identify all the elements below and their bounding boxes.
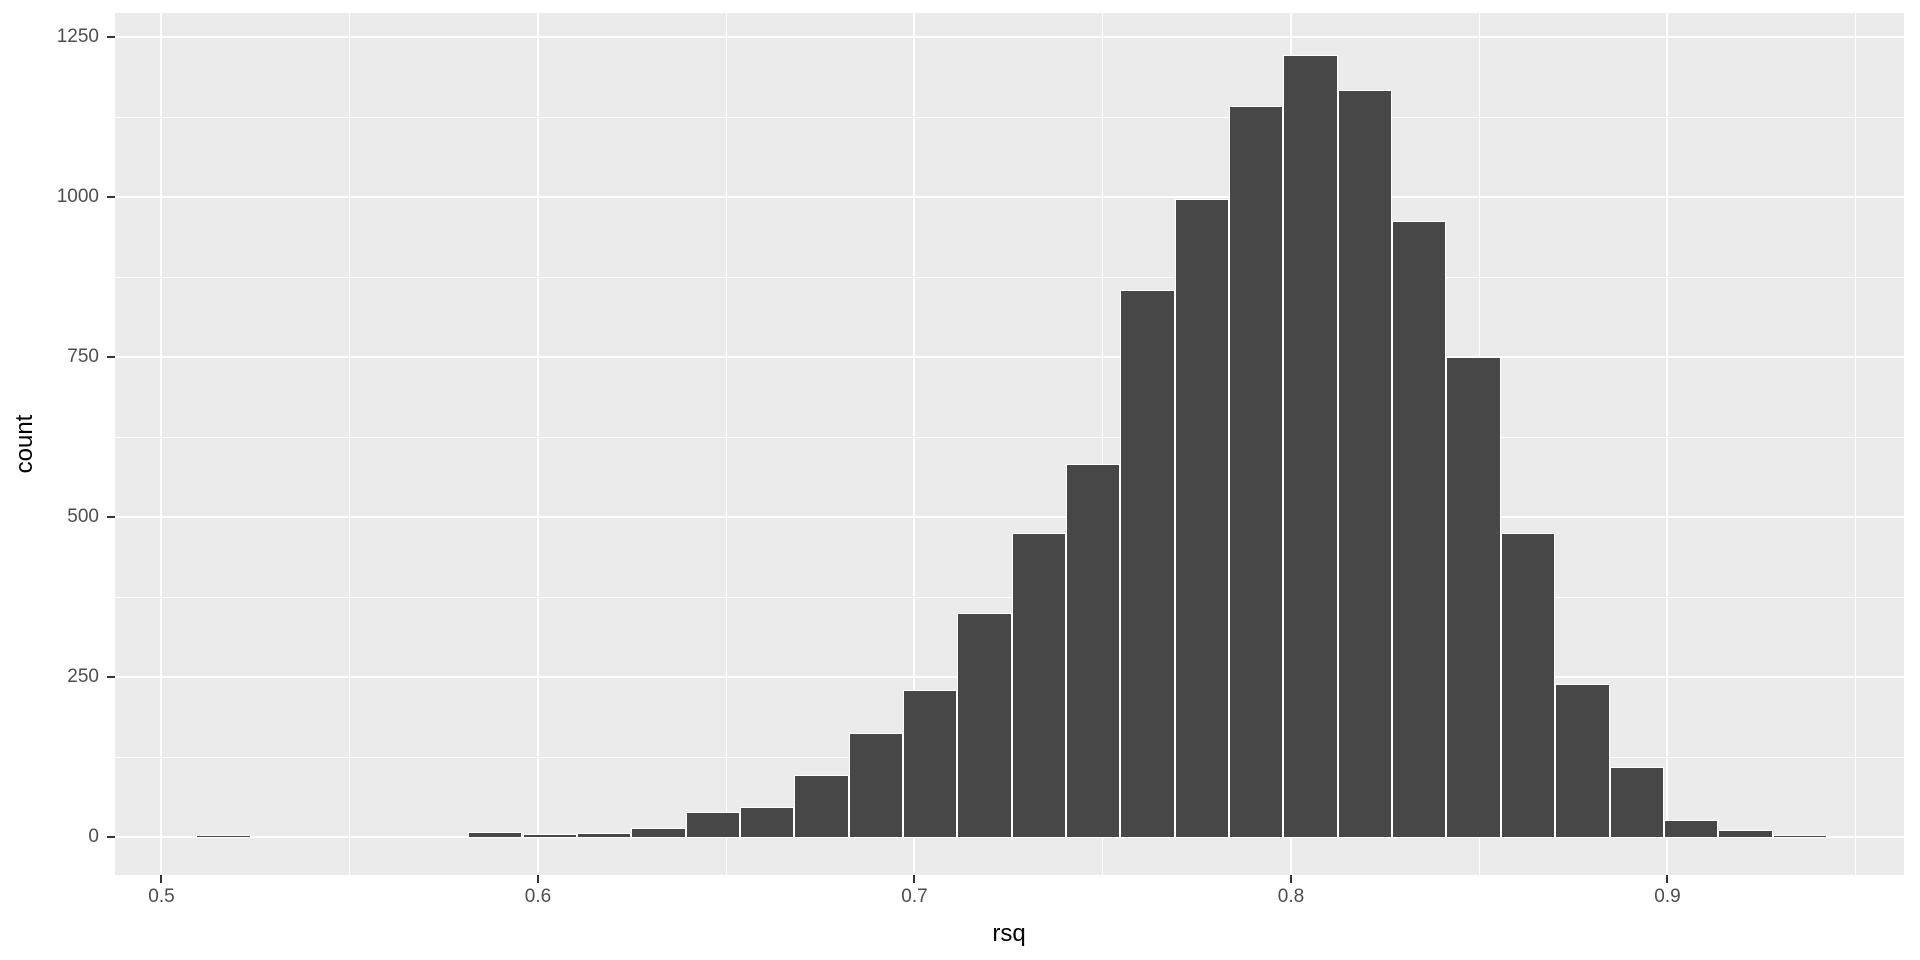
y-major-gridline <box>115 36 1904 39</box>
y-axis-tick-label: 250 <box>67 666 99 688</box>
plot-panel <box>115 13 1904 875</box>
x-major-gridline <box>536 13 539 875</box>
histogram-bar <box>1718 830 1773 838</box>
histogram-bar <box>1555 683 1610 838</box>
x-axis-tick-mark <box>1666 875 1669 883</box>
x-minor-gridline <box>349 13 351 875</box>
histogram-bar <box>1229 106 1284 838</box>
x-major-gridline <box>160 13 163 875</box>
x-minor-gridline <box>1855 13 1857 875</box>
y-major-gridline <box>115 356 1904 359</box>
histogram-bar <box>1120 290 1175 838</box>
x-axis-tick-label: 0.6 <box>524 886 552 907</box>
y-axis-tick-mark <box>107 836 115 839</box>
histogram-bar <box>1011 533 1066 838</box>
y-minor-gridline <box>115 596 1904 598</box>
histogram-bar <box>1772 835 1827 838</box>
x-major-gridline <box>1666 13 1669 875</box>
y-axis-tick-label: 1000 <box>56 186 99 208</box>
y-axis-tick-mark <box>107 676 115 679</box>
y-minor-gridline <box>115 436 1904 438</box>
y-axis-tick-label: 1250 <box>56 26 99 48</box>
histogram-bar <box>739 806 795 838</box>
x-minor-gridline <box>725 13 727 875</box>
y-axis-tick-label: 0 <box>88 826 99 848</box>
y-major-gridline <box>115 836 1904 839</box>
y-axis-tick-mark <box>107 36 115 39</box>
histogram-bar <box>957 613 1012 838</box>
x-axis-tick-mark <box>913 875 916 883</box>
x-major-gridline <box>913 13 916 875</box>
histogram-bar <box>685 811 740 838</box>
x-minor-gridline <box>1102 13 1104 875</box>
y-minor-gridline <box>115 116 1904 118</box>
histogram-bar <box>794 774 849 838</box>
histogram-bar <box>576 832 632 838</box>
histogram-bar <box>468 832 523 838</box>
x-axis-tick-mark <box>1289 875 1292 883</box>
x-axis-tick-label: 0.9 <box>1654 886 1681 907</box>
histogram-bar <box>1609 767 1664 838</box>
histogram-bar <box>1392 220 1447 838</box>
histogram-bar <box>1066 464 1121 838</box>
y-axis-tick-mark <box>107 356 115 359</box>
x-axis-title: rsq <box>992 920 1026 947</box>
histogram-bar <box>1283 55 1338 838</box>
histogram-bar <box>848 733 903 838</box>
y-axis-tick-mark <box>107 196 115 199</box>
y-minor-gridline <box>115 276 1904 278</box>
y-major-gridline <box>115 516 1904 519</box>
histogram-bar <box>1174 199 1230 838</box>
y-major-gridline <box>115 196 1904 199</box>
y-axis-tick-mark <box>107 516 115 519</box>
x-axis-tick-mark <box>536 875 539 883</box>
y-axis-title: count <box>11 414 38 474</box>
y-axis-tick-label: 750 <box>67 346 99 368</box>
histogram-bar <box>1337 89 1393 838</box>
histogram-bar <box>522 834 577 838</box>
histogram-bar <box>631 827 686 838</box>
histogram-bar <box>1446 357 1501 838</box>
x-axis-tick-label: 0.5 <box>148 886 175 907</box>
x-axis-tick-mark <box>160 875 163 883</box>
x-axis-tick-label: 0.7 <box>901 886 928 907</box>
histogram-bar <box>1500 532 1556 838</box>
histogram-bar <box>1663 820 1719 838</box>
histogram-bar <box>196 835 251 838</box>
y-axis-tick-label: 500 <box>67 506 99 528</box>
histogram-bar <box>902 690 958 838</box>
x-axis-tick-label: 0.8 <box>1277 886 1305 907</box>
